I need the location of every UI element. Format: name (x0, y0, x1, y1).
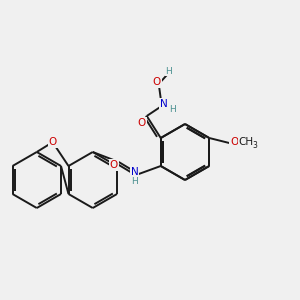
Text: 3: 3 (253, 142, 258, 151)
Text: O: O (49, 137, 57, 147)
Text: H: H (131, 178, 138, 187)
Text: H: H (169, 104, 176, 113)
Text: N: N (131, 167, 139, 177)
Text: CH: CH (239, 137, 254, 147)
Text: O: O (153, 77, 161, 87)
Text: H: H (165, 67, 172, 76)
Text: O: O (230, 137, 238, 147)
Text: N: N (160, 99, 168, 109)
Text: O: O (138, 118, 146, 128)
Text: O: O (110, 160, 118, 170)
